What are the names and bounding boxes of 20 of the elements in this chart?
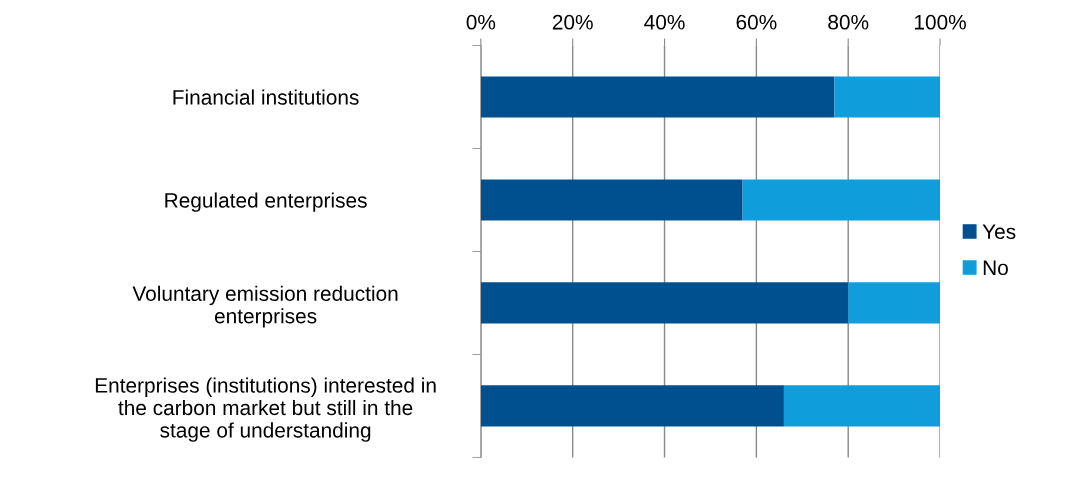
bar	[848, 282, 941, 324]
bar	[480, 76, 835, 118]
y-tick-label: Regulated enterprises	[165, 192, 367, 212]
bar	[480, 385, 784, 427]
legend-label: No	[983, 260, 1008, 276]
bar	[742, 179, 941, 221]
bar	[834, 76, 941, 118]
x-tick-label: 60%	[736, 14, 777, 30]
bar	[783, 385, 941, 427]
x-tick-label: 0%	[466, 14, 496, 30]
x-tick-label: 100%	[914, 14, 966, 30]
x-tick-label: 20%	[552, 14, 593, 30]
bar	[480, 282, 849, 324]
y-tick-label: Voluntary emission reduction enterprises	[132, 285, 398, 328]
y-tick-label: Enterprises (institutions) interested in the carbon market but still in the stage of understanding	[95, 377, 436, 442]
x-tick-label: 80%	[828, 14, 869, 30]
y-tick-label: Financial institutions	[173, 89, 359, 105]
bar	[480, 179, 743, 221]
x-tick-label: 40%	[644, 14, 685, 30]
legend-label: Yes	[982, 224, 1016, 240]
